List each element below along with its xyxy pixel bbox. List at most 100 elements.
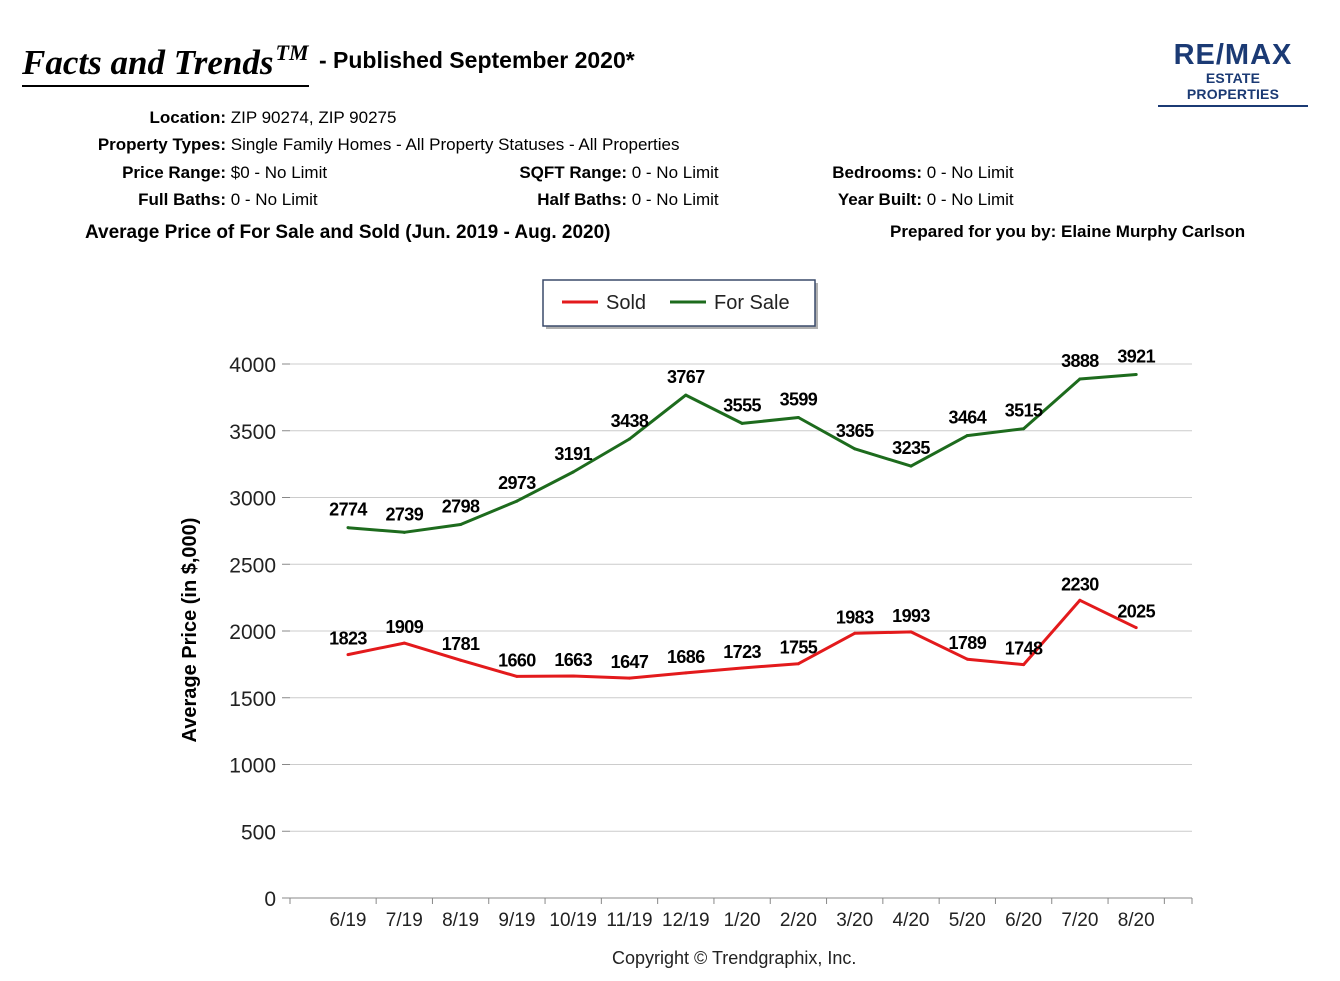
x-tick-label: 11/19 [606, 910, 652, 931]
copyright-notice: Copyright © Trendgraphix, Inc. [612, 948, 857, 968]
x-tick-label: 8/19 [442, 910, 479, 931]
x-tick-label: 10/19 [549, 910, 597, 931]
y-tick-label: 500 [241, 821, 276, 844]
y-tick-label: 3000 [229, 488, 276, 511]
data-point-for-sale [515, 499, 519, 503]
data-point-for-sale [909, 464, 913, 468]
data-point-sold [965, 657, 969, 661]
data-point-sold [1078, 598, 1082, 602]
x-tick-label: 9/19 [498, 910, 535, 931]
x-tick-label: 12/19 [662, 910, 710, 931]
data-label-sold: 2025 [1117, 602, 1155, 622]
data-label-sold: 1686 [667, 647, 705, 667]
legend-label-for-sale: For Sale [714, 292, 790, 314]
data-label-for-sale: 3888 [1061, 351, 1099, 371]
data-label-sold: 1983 [836, 607, 874, 627]
data-label-sold: 2230 [1061, 574, 1099, 594]
data-point-sold [402, 641, 406, 645]
logo-sub-text: ESTATE PROPERTIES [1186, 70, 1280, 102]
data-point-sold [459, 658, 463, 662]
prepared-by: Prepared for you by: Elaine Murphy Carls… [890, 222, 1246, 241]
y-axis-title: Average Price (in $,000) [179, 518, 201, 743]
x-tick-label: 7/19 [386, 910, 423, 931]
report-header: Facts and TrendsTM - Published September… [22, 40, 635, 87]
data-label-sold: 1781 [442, 634, 480, 654]
data-label-sold: 1660 [498, 650, 536, 670]
remax-logo: RE/MAX ESTATE PROPERTIES [1158, 40, 1308, 107]
data-label-sold: 1993 [892, 606, 930, 626]
x-tick-label: 6/20 [1005, 910, 1042, 931]
logo-main-text: RE/MAX [1173, 39, 1293, 71]
data-label-for-sale: 3599 [780, 390, 818, 410]
data-point-sold [346, 653, 350, 657]
data-point-sold [684, 671, 688, 675]
data-label-for-sale: 3464 [948, 408, 986, 428]
x-tick-label: 5/20 [949, 910, 986, 931]
x-tick-label: 1/20 [724, 910, 761, 931]
data-point-for-sale [853, 447, 857, 451]
data-point-for-sale [684, 393, 688, 397]
report-title: Facts and TrendsTM [22, 40, 309, 87]
y-tick-label: 0 [264, 888, 276, 911]
y-tick-label: 1500 [229, 688, 276, 711]
data-label-for-sale: 3235 [892, 438, 930, 458]
data-label-for-sale: 3365 [836, 421, 874, 441]
x-tick-label: 2/20 [780, 910, 817, 931]
y-tick-label: 4000 [229, 354, 276, 377]
data-point-for-sale [571, 470, 575, 474]
data-point-sold [796, 662, 800, 666]
data-label-for-sale: 2739 [385, 504, 423, 524]
filter-half-baths: Half Baths: 0 - No Limit [537, 190, 719, 209]
data-label-sold: 1909 [385, 617, 423, 637]
data-point-sold [571, 674, 575, 678]
data-label-for-sale: 3515 [1005, 401, 1043, 421]
y-tick-label: 2000 [229, 621, 276, 644]
data-point-for-sale [1022, 427, 1026, 431]
data-label-sold: 1748 [1005, 639, 1043, 659]
data-point-sold [853, 631, 857, 635]
data-label-sold: 1755 [780, 638, 818, 658]
x-tick-label: 4/20 [893, 910, 930, 931]
data-point-sold [628, 676, 631, 680]
filter-price-range: Price Range: $0 - No Limit [122, 163, 328, 182]
x-tick-label: 3/20 [836, 910, 873, 931]
filter-bedrooms: Bedrooms: 0 - No Limit [832, 163, 1014, 182]
data-point-for-sale [1134, 373, 1138, 377]
legend-label-sold: Sold [606, 292, 646, 314]
filter-property-types: Property Types: Single Family Homes - Al… [97, 135, 680, 154]
filter-full-baths: Full Baths: 0 - No Limit [138, 190, 318, 209]
data-point-sold [740, 666, 744, 670]
x-tick-label: 8/20 [1118, 910, 1155, 931]
data-label-for-sale: 3191 [554, 444, 592, 464]
data-point-for-sale [1078, 377, 1082, 381]
data-point-sold [515, 674, 519, 678]
y-tick-label: 2500 [229, 554, 276, 577]
data-label-sold: 1823 [329, 629, 367, 649]
data-point-for-sale [346, 526, 350, 530]
chart-title: Average Price of For Sale and Sold (Jun.… [85, 222, 611, 243]
report-subtitle: - Published September 2020* [318, 47, 635, 73]
data-label-for-sale: 2798 [442, 496, 480, 516]
data-point-for-sale [796, 416, 800, 420]
y-tick-label: 3500 [229, 421, 276, 444]
data-label-sold: 1723 [723, 642, 761, 662]
x-tick-label: 6/19 [330, 910, 367, 931]
data-point-for-sale [459, 522, 463, 526]
y-tick-label: 1000 [229, 755, 276, 778]
data-label-for-sale: 3767 [667, 367, 705, 387]
data-point-sold [1134, 626, 1138, 630]
data-label-for-sale: 3555 [723, 395, 761, 415]
data-point-for-sale [965, 434, 969, 438]
data-label-for-sale: 3921 [1117, 347, 1155, 367]
filter-location: Location: ZIP 90274, ZIP 90275 [149, 108, 397, 127]
filter-sqft-range: SQFT Range: 0 - No Limit [519, 163, 719, 182]
x-tick-label: 7/20 [1061, 910, 1098, 931]
data-point-for-sale [740, 421, 744, 425]
data-point-sold [1022, 663, 1026, 667]
data-label-sold: 1789 [948, 633, 986, 653]
data-point-for-sale [628, 437, 631, 441]
data-label-for-sale: 2973 [498, 473, 536, 493]
data-label-sold: 1663 [554, 650, 592, 670]
data-point-for-sale [402, 530, 406, 534]
